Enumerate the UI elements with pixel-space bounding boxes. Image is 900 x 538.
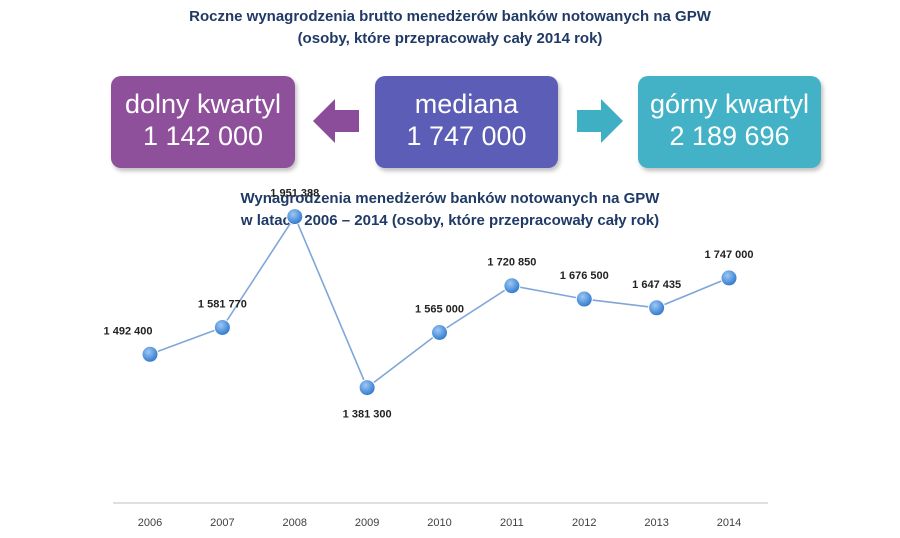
data-label: 1 492 400: [104, 325, 153, 337]
data-point: [286, 208, 304, 226]
lower-quartile-box: dolny kwartyl 1 142 000: [111, 76, 295, 168]
chart-title: Wynagrodzenia menedżerów banków notowany…: [240, 190, 660, 207]
x-tick-label: 2007: [210, 517, 234, 529]
data-label: 1 676 500: [560, 270, 609, 282]
x-tick-label: 2010: [427, 517, 451, 529]
x-tick-label: 2009: [355, 517, 379, 529]
upper-quartile-value: 2 189 696: [669, 121, 790, 151]
data-point: [648, 299, 666, 317]
x-tick-label: 2014: [717, 517, 741, 529]
x-tick-label: 2008: [283, 517, 307, 529]
data-point: [431, 324, 448, 341]
data-label: 1 720 850: [487, 257, 536, 269]
x-tick-label: 2013: [644, 517, 668, 529]
lower-quartile-value: 1 142 000: [142, 121, 264, 151]
lower-quartile-label: dolny kwartyl: [124, 89, 282, 119]
data-label: 1 747 000: [705, 249, 754, 261]
data-label: 1 647 435: [632, 279, 681, 291]
upper-quartile-box: górny kwartyl 2 189 696: [638, 76, 821, 168]
arrow-right-icon: [577, 99, 623, 143]
data-label: 1 581 770: [198, 298, 247, 310]
data-point: [503, 277, 521, 295]
median-label: mediana: [414, 89, 519, 119]
data-label: 1 565 000: [415, 304, 464, 316]
data-point: [575, 290, 593, 308]
upper-quartile-label: górny kwartyl: [649, 89, 810, 119]
data-point: [358, 379, 376, 397]
data-point: [141, 345, 159, 363]
median-box: mediana 1 747 000: [375, 76, 558, 168]
x-tick-label: 2011: [500, 517, 524, 529]
median-value: 1 747 000: [406, 121, 527, 151]
data-point: [213, 318, 231, 336]
data-label: 1 381 300: [343, 409, 392, 421]
data-label: 1 951 388: [270, 188, 319, 200]
chart-subtitle: w latach 2006 – 2014 (osoby, które przep…: [240, 212, 660, 229]
summary-subtitle: (osoby, które przepracowały cały 2014 ro…: [297, 30, 603, 47]
x-tick-label: 2012: [572, 517, 596, 529]
summary-title: Roczne wynagrodzenia brutto menedżerów b…: [189, 8, 711, 25]
arrow-left-icon: [313, 99, 359, 143]
data-point: [720, 269, 738, 287]
x-tick-label: 2006: [138, 517, 162, 529]
